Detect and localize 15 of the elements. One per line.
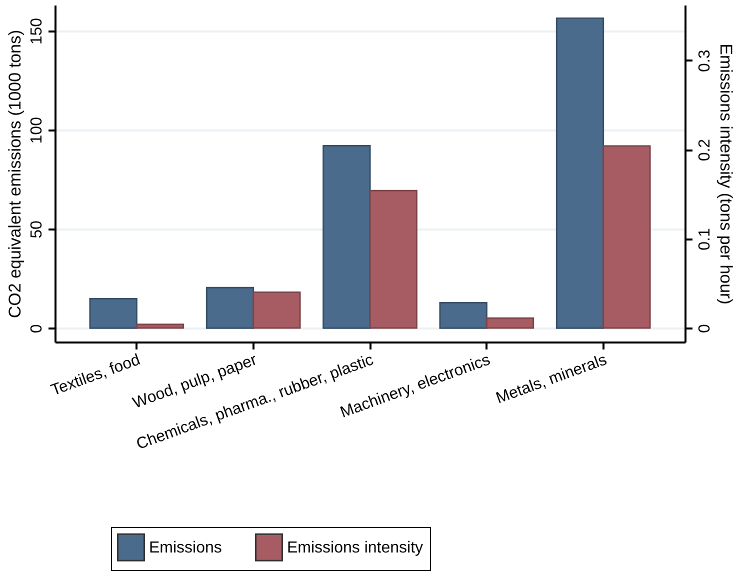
legend-label: Emissions [149, 539, 222, 556]
bar [136, 324, 184, 329]
y-tick-label: 50 [28, 220, 46, 238]
bar [89, 298, 138, 329]
legend-label: Emissions intensity [287, 539, 424, 556]
y-tick-label: 150 [28, 18, 46, 45]
y2-tick-label: 0.1 [696, 228, 714, 250]
y-axis-title: CO2 equivalent emissions (1000 tons) [6, 30, 24, 318]
y2-tick-label: 0.3 [696, 50, 714, 72]
y2-axis-title: Emissions intensity (tons per hour) [716, 44, 736, 304]
y-tick-label: 100 [28, 116, 46, 144]
y2-tick-label: 0.2 [696, 138, 714, 162]
y-tick-label: 0 [28, 324, 46, 334]
y2-tick-label: 0 [696, 324, 714, 333]
bar [439, 302, 488, 329]
